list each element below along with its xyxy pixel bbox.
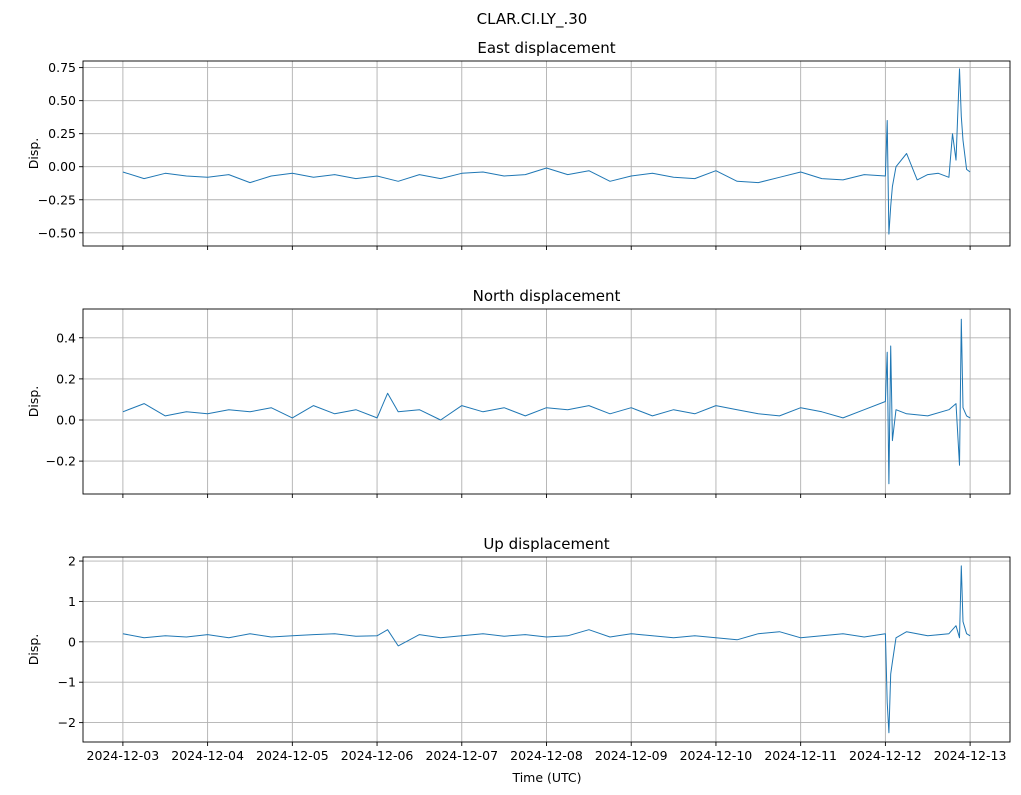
x-tick-label: 2024-12-05 [256,748,329,763]
north-y-tick-label: 0.4 [56,330,76,345]
figure-suptitle: CLAR.CI.LY_.30 [477,10,588,29]
up-y-tick-label: −2 [58,715,76,730]
panel-up: Up displacement 2 1 0 −1 −2 Disp. [26,535,1011,746]
x-tick-label: 2024-12-07 [425,748,498,763]
up-y-axis-label: Disp. [26,634,41,666]
panel-east: East displacement 0.75 0.50 0.25 0.00 −0.25 −0… [26,39,1011,250]
east-y-tick-label: 0.50 [48,93,76,108]
east-y-tick-label: 0.25 [48,126,76,141]
x-axis-label: Time (UTC) [511,770,581,785]
x-tick-labels: 2024-12-03 2024-12-04 2024-12-05 2024-12-06… [87,748,1007,763]
up-panel-title: Up displacement [483,535,609,553]
north-y-tick-label: −0.2 [46,454,76,469]
x-tick-label: 2024-12-03 [87,748,160,763]
north-panel-title: North displacement [473,287,621,305]
east-panel-title: East displacement [477,39,615,57]
x-tick-label: 2024-12-06 [341,748,414,763]
north-axes-frame [82,308,1011,495]
north-y-tick-label: 0.2 [56,371,76,386]
north-y-tick-label: 0.0 [56,413,76,428]
north-y-axis-label: Disp. [26,386,41,418]
up-y-tick-label: 2 [68,554,76,569]
x-tick-label: 2024-12-08 [510,748,583,763]
east-y-tick-label: −0.50 [38,225,76,240]
east-y-tick-label: −0.25 [38,192,76,207]
up-axes-frame [82,556,1011,743]
north-series-line [122,318,971,485]
east-series-line [122,68,971,235]
east-y-tick-label: 0.00 [48,159,76,174]
east-y-axis-label: Disp. [26,138,41,170]
panel-north: North displacement 0.4 0.2 0.0 −0.2 Disp. [26,287,1011,498]
up-y-tick-label: 0 [68,634,76,649]
x-tick-label: 2024-12-09 [595,748,668,763]
x-tick-label: 2024-12-10 [680,748,753,763]
up-y-tick-label: −1 [58,675,76,690]
x-tick-label: 2024-12-04 [171,748,244,763]
east-y-tick-label: 0.75 [48,60,76,75]
up-series-line [122,565,971,734]
up-y-tick-label: 1 [68,594,76,609]
x-tick-label: 2024-12-12 [849,748,922,763]
x-tick-label: 2024-12-13 [934,748,1007,763]
east-axes-frame [82,60,1011,247]
x-tick-label: 2024-12-11 [764,748,837,763]
